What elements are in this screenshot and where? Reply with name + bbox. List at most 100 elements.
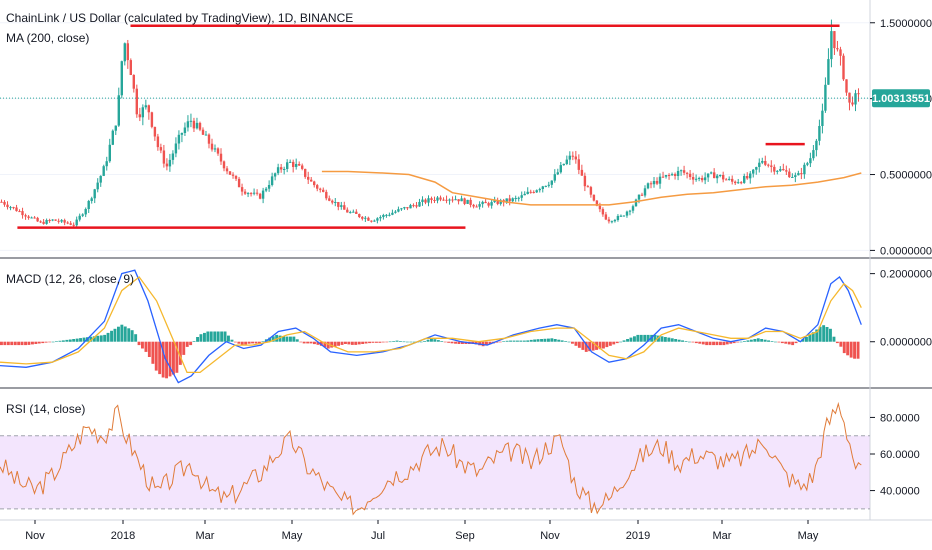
- candle-body: [349, 212, 352, 214]
- candle-body: [842, 55, 845, 80]
- candle-body: [207, 134, 211, 144]
- rsi-indicator-label[interactable]: RSI (14, close): [6, 402, 85, 416]
- macd-histogram-bar: [780, 341, 784, 344]
- chart-title: ChainLink / US Dollar (calculated by Tra…: [6, 11, 353, 25]
- macd-histogram-bar: [258, 341, 261, 344]
- macd-histogram-bar: [550, 338, 554, 342]
- macd-histogram-bar: [44, 341, 48, 343]
- macd-pane[interactable]: [0, 269, 862, 384]
- candle-body: [628, 210, 632, 212]
- candle-body: [526, 191, 529, 194]
- candle-body: [643, 188, 647, 196]
- macd-histogram-bar: [20, 341, 24, 346]
- candle-body: [159, 147, 163, 151]
- macd-histogram-bar: [488, 341, 492, 345]
- macd-histogram-bar: [399, 341, 402, 342]
- candle-body: [385, 214, 388, 216]
- candle-body: [343, 205, 346, 210]
- candle-body: [376, 218, 379, 221]
- macd-histogram-bar: [543, 338, 547, 342]
- macd-histogram-bar: [498, 341, 502, 343]
- macd-histogram-bar: [375, 341, 378, 343]
- macd-histogram-bar: [457, 341, 461, 344]
- macd-histogram-bar: [96, 335, 100, 342]
- candle-body: [69, 223, 72, 225]
- candle-body: [481, 201, 484, 205]
- candle-body: [649, 183, 653, 185]
- macd-histogram-bar: [853, 341, 856, 359]
- candle-body: [30, 217, 33, 219]
- macd-histogram-bar: [835, 341, 839, 344]
- candle-body: [195, 122, 199, 129]
- macd-histogram-bar: [13, 341, 17, 346]
- candle-body: [249, 193, 253, 195]
- candle-body: [397, 209, 400, 212]
- time-axis[interactable]: Nov 2018 Mar May Jul Sep Nov 2019 Mar May: [25, 520, 819, 542]
- candle-body: [409, 205, 412, 209]
- candle-body: [27, 216, 30, 218]
- candle-body: [213, 148, 217, 150]
- candle-body: [156, 136, 160, 148]
- candle-body: [33, 217, 36, 219]
- macd-histogram-bar: [278, 335, 282, 342]
- candle-body: [448, 199, 451, 201]
- macd-histogram-bar: [777, 341, 781, 343]
- time-tick-label: 2019: [626, 530, 650, 542]
- candle-body: [403, 207, 406, 209]
- macd-histogram-bar: [705, 341, 709, 346]
- candle-body: [541, 186, 544, 189]
- candle-body: [292, 161, 295, 167]
- candle-body: [415, 205, 418, 207]
- rsi-axis[interactable]: 80.0000 60.0000 40.0000: [870, 412, 920, 498]
- macd-histogram-bar: [774, 341, 777, 343]
- macd-indicator-label[interactable]: MACD (12, 26, close, 9): [6, 272, 134, 286]
- macd-histogram-bar: [436, 340, 440, 342]
- macd-histogram-bar: [41, 341, 45, 344]
- macd-histogram-bar: [426, 339, 430, 342]
- candle-body: [544, 185, 547, 187]
- candle-body: [87, 201, 90, 209]
- candle-body: [616, 216, 620, 220]
- macd-histogram-bar: [206, 331, 210, 342]
- candle-body: [806, 163, 809, 165]
- macd-histogram-bar: [547, 338, 550, 342]
- candle-body: [201, 129, 205, 135]
- trend-lines[interactable]: [17, 24, 840, 229]
- macd-histogram-bar: [502, 341, 506, 342]
- candle-body: [595, 200, 599, 206]
- candle-body: [427, 198, 430, 203]
- macd-histogram-bar: [412, 341, 416, 343]
- macd-histogram-bar: [361, 341, 365, 344]
- macd-histogram-bar: [760, 339, 764, 342]
- macd-histogram-bar: [24, 341, 27, 346]
- rsi-pane[interactable]: [0, 401, 870, 516]
- macd-histogram-bar: [120, 324, 124, 342]
- candle-body: [234, 175, 238, 179]
- macd-histogram-bar: [409, 341, 413, 343]
- candle-body: [703, 177, 707, 181]
- candle-body: [520, 195, 523, 198]
- candle-body: [553, 174, 556, 181]
- price-pane[interactable]: [0, 19, 870, 229]
- macd-histogram-bar: [505, 340, 509, 342]
- candle-body: [782, 169, 785, 171]
- candle-body: [839, 49, 842, 56]
- rsi-tick-label: 60.0000: [880, 449, 920, 461]
- candle-body: [48, 220, 51, 221]
- ma-indicator-label[interactable]: MA (200, close): [6, 31, 89, 45]
- macd-histogram-bar: [92, 336, 96, 342]
- macd-histogram-bar: [261, 341, 265, 342]
- macd-histogram-bar: [223, 331, 227, 342]
- candle-body: [661, 176, 665, 178]
- candle-body: [589, 187, 593, 195]
- candle-body: [252, 192, 256, 194]
- candle-body: [451, 199, 454, 201]
- candle-body: [60, 220, 63, 222]
- macd-histogram-bar: [61, 340, 65, 342]
- candle-body: [412, 205, 415, 207]
- candle-body: [499, 200, 502, 204]
- candle-body: [613, 220, 617, 222]
